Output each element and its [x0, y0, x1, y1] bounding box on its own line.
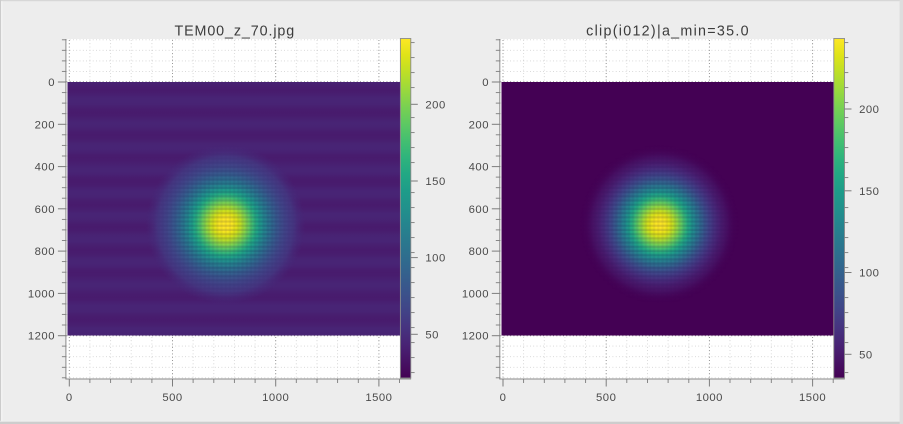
svg-text:1000: 1000	[462, 288, 489, 300]
svg-text:500: 500	[162, 392, 182, 404]
svg-text:1500: 1500	[799, 392, 826, 404]
svg-text:100: 100	[859, 268, 879, 280]
svg-text:150: 150	[859, 186, 879, 198]
svg-text:0: 0	[66, 392, 73, 404]
svg-text:1000: 1000	[262, 392, 289, 404]
svg-text:1000: 1000	[696, 392, 723, 404]
svg-text:200: 200	[469, 119, 489, 131]
svg-text:clip(i012)|a_min=35.0: clip(i012)|a_min=35.0	[586, 23, 750, 39]
svg-text:400: 400	[469, 162, 489, 174]
svg-text:1000: 1000	[28, 288, 55, 300]
svg-text:500: 500	[596, 392, 616, 404]
svg-text:50: 50	[425, 329, 439, 341]
svg-text:TEM00_z_70.jpg: TEM00_z_70.jpg	[174, 23, 295, 39]
svg-text:400: 400	[35, 162, 55, 174]
svg-text:200: 200	[35, 119, 55, 131]
svg-text:0: 0	[500, 392, 507, 404]
svg-text:200: 200	[859, 104, 879, 116]
svg-text:50: 50	[859, 349, 873, 361]
svg-text:800: 800	[35, 246, 55, 258]
svg-text:100: 100	[425, 253, 445, 265]
svg-text:200: 200	[425, 99, 445, 111]
svg-text:1500: 1500	[365, 392, 392, 404]
svg-text:1200: 1200	[462, 331, 489, 343]
svg-text:0: 0	[482, 77, 489, 89]
svg-text:600: 600	[469, 204, 489, 216]
svg-text:1200: 1200	[28, 331, 55, 343]
svg-text:800: 800	[469, 246, 489, 258]
svg-text:0: 0	[48, 77, 55, 89]
svg-text:150: 150	[425, 176, 445, 188]
svg-text:600: 600	[35, 204, 55, 216]
